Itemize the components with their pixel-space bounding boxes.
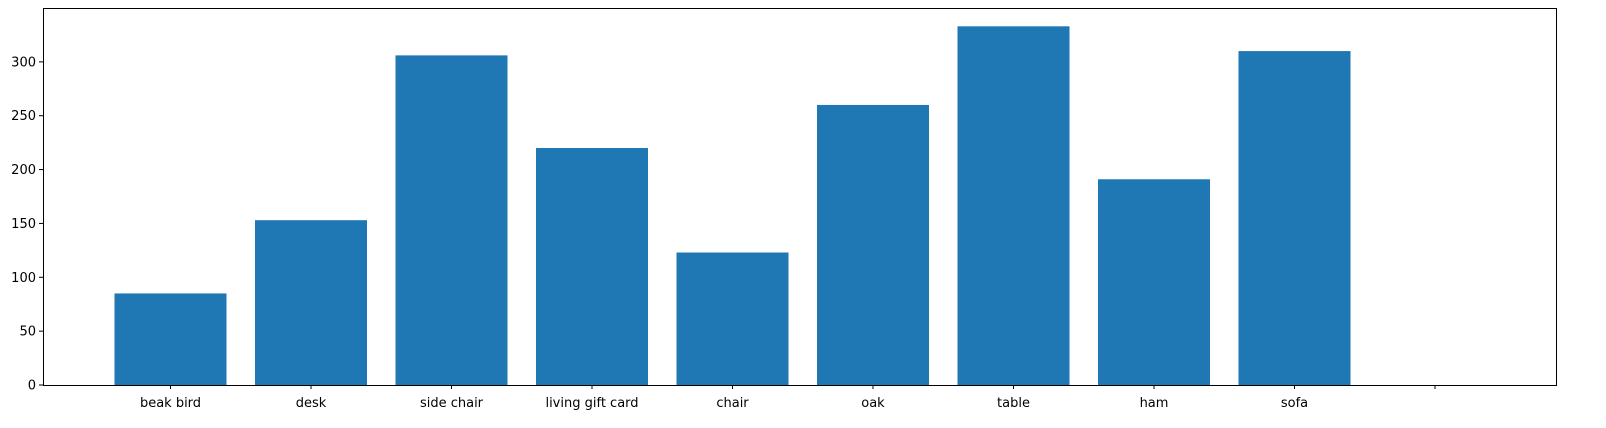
bar-5 [817,104,929,385]
bar-0 [114,293,227,385]
x-tick-label: living gift card [545,396,638,411]
y-tick-label: 300 [11,55,36,70]
y-tick-label: 150 [11,217,36,232]
x-tick-label: sofa [1281,396,1308,411]
x-tick-label: beak bird [140,396,201,411]
x-tick-label: ham [1140,396,1169,411]
bars-group [114,26,1351,385]
bar-2 [395,55,508,385]
x-tick-label: desk [296,396,327,411]
x-tick-label: chair [716,396,749,411]
bar-7 [1098,179,1210,385]
y-tick-label: 200 [11,163,36,178]
bar-3 [536,148,648,385]
bar-6 [957,26,1070,385]
x-tick-label: oak [861,396,885,411]
x-axis: beak bird desk side chair living gift card c… [140,385,1436,411]
y-tick-label: 0 [28,379,36,394]
y-tick-label: 250 [11,109,36,124]
y-tick-label: 100 [11,271,36,286]
bar-1 [255,220,367,385]
bar-4 [676,252,789,385]
plot-frame [43,8,1557,386]
x-tick-label: side chair [420,396,484,411]
y-tick-label: 50 [19,325,36,340]
x-tick-label: table [997,396,1030,411]
y-axis: 0 50 100 150 200 250 300 [11,55,43,394]
bar-8 [1238,51,1351,385]
